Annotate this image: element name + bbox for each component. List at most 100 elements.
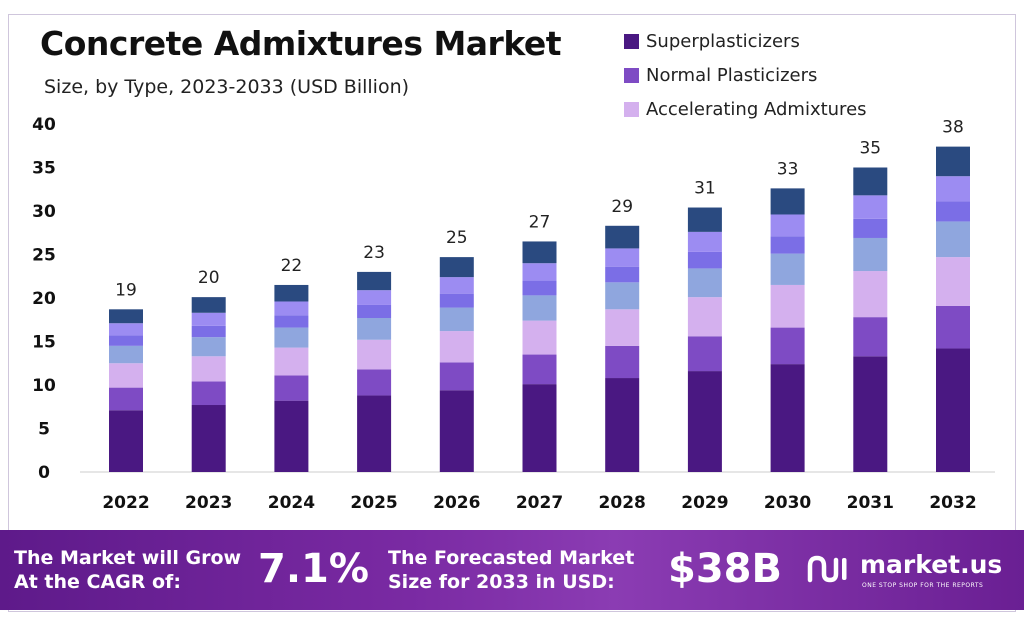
bar-segment [357, 271, 392, 291]
bar-segment [191, 356, 226, 382]
bar-segment [522, 354, 557, 385]
bar-segment [109, 323, 143, 336]
y-tick-label: 5 [38, 420, 50, 440]
bar-segment [357, 304, 392, 319]
legend-swatch [624, 33, 639, 49]
cagr-text: The Market will Grow At the CAGR of: [14, 547, 242, 593]
bar-segment [687, 297, 722, 337]
bar-segment [274, 400, 309, 472]
bar-segment [853, 317, 888, 357]
bar-segment [605, 378, 640, 472]
bar-segment [687, 268, 722, 298]
bar-segment [439, 307, 474, 332]
bar-segment [109, 410, 143, 472]
bar-segment [191, 325, 226, 338]
bar-segment [936, 201, 970, 222]
bar-segment [109, 309, 143, 324]
bar-segment [109, 363, 143, 388]
chart-title: Concrete Admixtures Market [40, 24, 562, 63]
bar-segment [853, 356, 888, 472]
bar-segment [439, 257, 474, 278]
bar-segment [109, 335, 143, 346]
chart-frame [8, 14, 1016, 612]
bar-segment [687, 336, 722, 372]
y-tick-label: 25 [32, 246, 56, 266]
x-tick-label: 2029 [681, 493, 728, 513]
bar-segment [770, 364, 805, 472]
bar-segment [936, 257, 970, 306]
bar-segment [357, 339, 392, 370]
bar-segment [522, 320, 557, 355]
bar-segment [770, 253, 805, 285]
x-tick-label: 2026 [433, 493, 480, 513]
footer-banner: The Market will Grow At the CAGR of: 7.1… [0, 530, 1024, 610]
bar-segment [522, 280, 557, 296]
bar-segment [274, 315, 309, 328]
bar-segment [687, 251, 722, 269]
x-tick-label: 2023 [185, 493, 232, 513]
legend-label: Accelerating Admixtures [646, 98, 867, 120]
x-tick-label: 2024 [268, 493, 315, 513]
bar-segment [522, 384, 557, 472]
bar-segment [770, 214, 805, 237]
bar-segment [191, 405, 226, 472]
bar-segment [357, 318, 392, 340]
bar-segment [770, 188, 805, 215]
brand-name: market.us [860, 550, 1003, 579]
x-tick-label: 2022 [102, 493, 149, 513]
bar-segment [936, 348, 970, 472]
x-tick-label: 2030 [764, 493, 811, 513]
y-tick-label: 35 [32, 159, 56, 179]
bar-segment [687, 371, 722, 472]
bar-segment [936, 176, 970, 202]
bar-total-label: 35 [859, 139, 881, 159]
bar-segment [936, 305, 970, 349]
bar-segment [357, 395, 392, 472]
x-tick-label: 2032 [929, 493, 976, 513]
bar-total-label: 22 [281, 256, 303, 276]
cagr-value: 7.1% [258, 546, 369, 592]
y-tick-label: 15 [32, 333, 56, 353]
legend-item-superplasticizers: Superplasticizers [624, 24, 867, 58]
bar-chart: 0510152025303540192022202023222024232025… [32, 115, 995, 513]
y-tick-label: 20 [32, 289, 56, 309]
bar-segment [770, 284, 805, 328]
legend-swatch [624, 67, 639, 83]
bar-segment [357, 369, 392, 396]
bar-segment [191, 381, 226, 406]
market-us-logo-icon [807, 555, 847, 583]
bar-segment [936, 221, 970, 258]
bar-total-label: 38 [942, 118, 964, 138]
bar-segment [853, 218, 888, 238]
bar-segment [853, 195, 888, 219]
bar-segment [274, 301, 309, 316]
bar-segment [605, 248, 640, 267]
bar-segment [109, 387, 143, 411]
bar-segment [109, 345, 143, 364]
bar-segment [439, 362, 474, 391]
bar-segment [605, 282, 640, 310]
bar-segment [439, 293, 474, 308]
legend-item-accelerating-admixtures: Accelerating Admixtures [624, 92, 867, 126]
bar-segment [522, 263, 557, 281]
chart-subtitle: Size, by Type, 2023-2033 (USD Billion) [44, 76, 410, 98]
bar-total-label: 33 [777, 159, 799, 179]
y-tick-label: 10 [32, 376, 56, 396]
bar-segment [605, 225, 640, 249]
legend-swatch [624, 101, 639, 117]
bar-segment [687, 207, 722, 232]
bar-segment [439, 331, 474, 363]
bar-total-label: 20 [198, 268, 220, 288]
bar-total-label: 27 [529, 212, 551, 232]
bar-total-label: 25 [446, 228, 468, 248]
bar-total-label: 29 [611, 197, 633, 217]
bar-segment [439, 277, 474, 294]
chart-legend: Superplasticizers Normal Plasticizers Ac… [624, 24, 867, 126]
bar-segment [605, 309, 640, 346]
legend-label: Superplasticizers [646, 30, 800, 52]
brand-tagline: ONE STOP SHOP FOR THE REPORTS [862, 582, 984, 589]
bar-segment [274, 347, 309, 376]
bar-segment [605, 345, 640, 379]
bar-segment [191, 312, 226, 326]
bar-segment [936, 146, 970, 177]
